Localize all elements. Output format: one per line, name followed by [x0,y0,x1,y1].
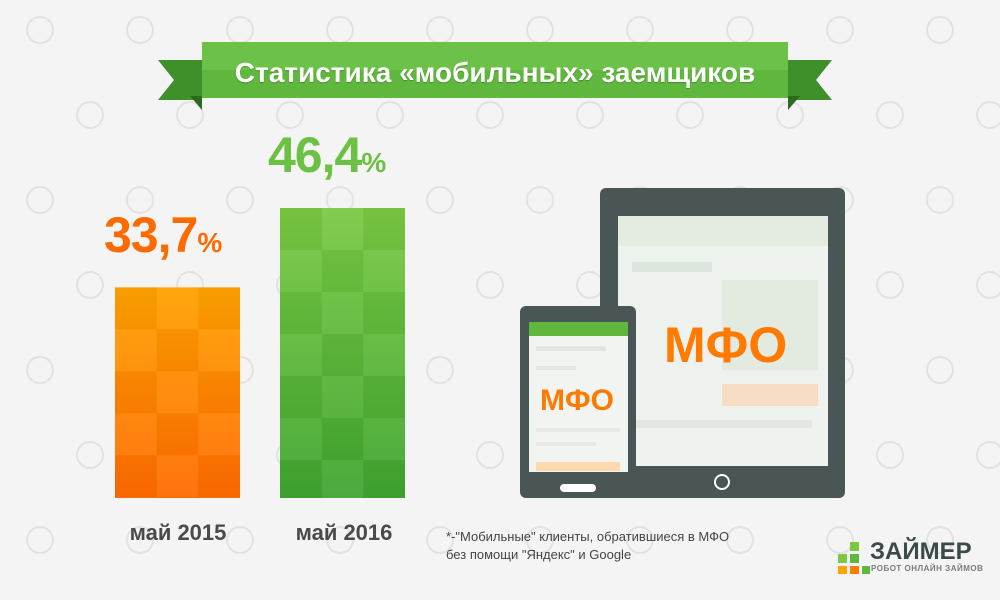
background-coin-icon [826,16,854,44]
logo-name: ЗАЙМЕР [870,538,972,565]
tablet-device [600,188,845,498]
bar-tile [280,334,322,376]
background-coin-icon [526,526,554,554]
bar-tile [280,418,322,460]
background-coin-icon [976,101,1000,129]
bar-tile [156,371,199,414]
background-coin-icon [926,186,954,214]
background-coin-icon [426,356,454,384]
bar-tile [321,460,364,498]
bar-tile [115,329,157,372]
background-coin-icon [926,16,954,44]
background-coin-icon [76,271,104,299]
background-coin-icon [676,101,704,129]
bar-value-label-2016: 46,4% [268,127,387,183]
phone-device [520,306,636,498]
background-coin-icon [926,526,954,554]
background-coin-icon [526,186,554,214]
background-coin-icon [276,101,304,129]
bar-tile [156,287,199,330]
category-label-2016: май 2016 [295,520,393,545]
logo-tagline: РОБОТ ОНЛАЙН ЗАЙМОВ [871,564,984,573]
footnote-line-1: *-"Мобильные" клиенты, обратившиеся в МФ… [446,529,730,544]
background-coin-icon [476,101,504,129]
bar-tile [198,413,240,456]
bar-tile [156,455,199,498]
background-coin-icon [876,441,904,469]
background-coin-icon [26,526,54,554]
tablet-label: МФО [664,317,788,373]
bar-tile [363,250,405,292]
tablet-home-button-icon [714,474,730,490]
background-coin-icon [476,271,504,299]
title-ribbon: Статистика «мобильных» заемщиков [150,38,840,118]
background-coin-icon [76,101,104,129]
background-coin-icon [876,271,904,299]
bar-2015 [115,287,240,498]
bar-2016 [280,208,405,498]
footnote-line-2: без помощи "Яндекс" и Google [446,547,632,562]
background-coin-icon [976,271,1000,299]
background-coin-icon [976,441,1000,469]
background-coin-icon [876,101,904,129]
bar-tile [280,250,322,292]
background-coin-icon [226,526,254,554]
phone-home-button-icon [560,484,596,492]
background-coin-icon [126,186,154,214]
background-coin-icon [76,441,104,469]
phone-label: МФО [540,384,614,417]
bar-tile [321,208,364,250]
background-coin-icon [26,16,54,44]
background-coin-icon [376,101,404,129]
bar-tile [363,418,405,460]
footnote: *-"Мобильные" клиенты, обратившиеся в МФ… [446,528,776,564]
background-coin-icon [176,101,204,129]
background-coin-icon [626,526,654,554]
background-coin-icon [426,186,454,214]
background-coin-icon [126,16,154,44]
page-title: Статистика «мобильных» заемщиков [234,57,756,88]
zaymer-logo: ЗАЙМЕР РОБОТ ОНЛАЙН ЗАЙМОВ [838,538,988,578]
bar-tile [115,413,157,456]
background-coin-icon [926,356,954,384]
bar-tile [321,292,364,334]
background-coin-icon [26,356,54,384]
background-coin-icon [476,441,504,469]
background-coin-icon [576,101,604,129]
logo-squares-icon [838,542,870,574]
background-coin-icon [126,526,154,554]
background-coin-icon [426,526,454,554]
background-coin-icon [26,186,54,214]
bar-tile [198,497,240,498]
background-coin-icon [826,526,854,554]
background-coin-icon [726,526,754,554]
category-label-2015: май 2015 [129,520,227,545]
bar-tile [363,334,405,376]
bar-tile [115,497,157,498]
bar-tile [198,329,240,372]
background-coin-icon [226,186,254,214]
bar-value-label-2015: 33,7% [104,207,223,263]
background-coin-icon [326,526,354,554]
bar-tile [321,376,364,418]
